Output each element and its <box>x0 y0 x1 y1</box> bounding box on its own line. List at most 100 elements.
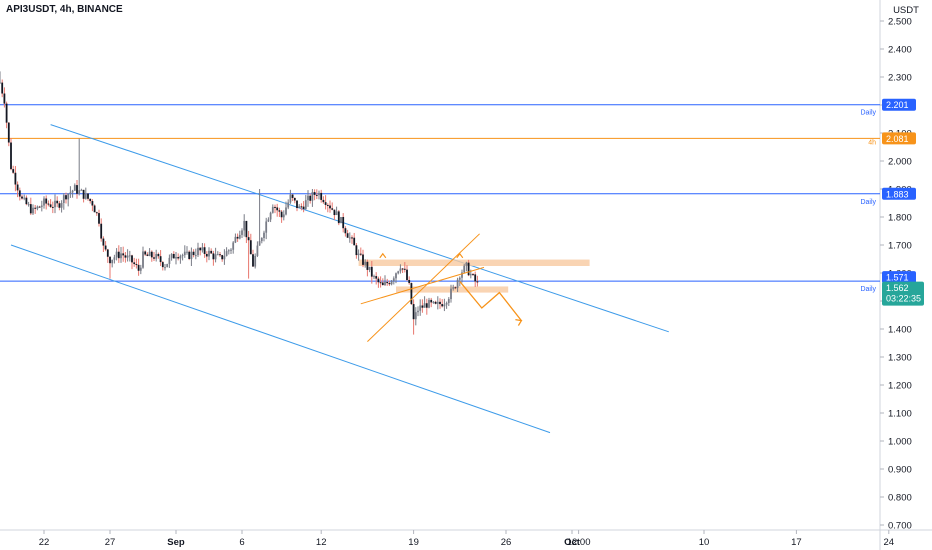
candle-body <box>225 251 228 256</box>
x-tick-label: 10 <box>699 537 710 548</box>
last-price-value: 1.562 <box>886 283 909 293</box>
candle-body <box>256 245 259 256</box>
candle-body <box>456 279 459 288</box>
candle-body <box>126 255 129 258</box>
candle-body <box>157 253 160 257</box>
candle-body <box>331 208 334 210</box>
candle-body <box>7 122 10 143</box>
candle-body <box>238 234 241 239</box>
y-tick-label: 2.400 <box>888 45 912 56</box>
candle-body <box>311 192 314 201</box>
candle-body <box>362 254 364 265</box>
candle-body <box>84 193 87 199</box>
candle-body <box>243 220 246 231</box>
candle-body <box>351 237 353 239</box>
candle-body <box>335 211 338 216</box>
candle-body <box>69 192 72 194</box>
candle-body <box>216 254 219 256</box>
candle-body <box>93 205 96 213</box>
candle-body <box>190 251 193 259</box>
last-price-badge <box>882 281 924 306</box>
candle-body <box>148 251 151 256</box>
candle-body <box>476 281 479 283</box>
candle-body <box>104 245 107 250</box>
x-tick-label: 6 <box>239 537 244 548</box>
candle-body <box>280 211 283 218</box>
wedge-line <box>360 266 485 305</box>
candle-body <box>410 283 413 305</box>
candle-body <box>38 206 41 208</box>
candle-body <box>249 240 252 255</box>
x-tick-label: 12 <box>316 537 327 548</box>
candle-body <box>203 247 206 254</box>
candle-body <box>428 299 430 308</box>
candle-body <box>179 255 182 259</box>
candle-body <box>188 251 191 259</box>
candle-body <box>304 200 307 210</box>
channel-line <box>10 244 551 434</box>
candle-body <box>271 206 274 213</box>
candle-body <box>109 256 111 264</box>
candle-body <box>12 169 15 173</box>
candle-body <box>89 198 92 202</box>
candle-body <box>425 303 428 308</box>
candle-body <box>36 206 39 209</box>
candle-body <box>54 200 56 208</box>
candle-body <box>78 190 81 194</box>
candle-body <box>106 249 109 257</box>
price-level-badge-text: 2.081 <box>886 134 909 144</box>
candle-body <box>232 242 235 250</box>
candle-body <box>386 281 389 284</box>
candle-body <box>359 253 362 255</box>
candle-body <box>3 93 6 104</box>
candle-body <box>419 305 422 311</box>
candle-body <box>265 221 268 233</box>
candle-body <box>199 247 202 251</box>
candle-body <box>465 262 468 266</box>
candle-body <box>102 238 105 246</box>
x-tick-label: Oct <box>564 537 581 548</box>
resistance-zone <box>358 259 590 266</box>
candle-body <box>472 274 474 276</box>
price-level-badge-text: 1.571 <box>886 273 909 283</box>
candle-body <box>263 232 265 238</box>
candle-body <box>384 281 386 286</box>
candle-body <box>401 268 404 270</box>
candle-body <box>370 266 373 277</box>
candle-body <box>368 266 371 270</box>
price-level-badge <box>882 98 916 111</box>
price-level-badge <box>882 132 916 145</box>
y-tick-label: 1.700 <box>888 241 912 252</box>
candle-body <box>82 189 85 199</box>
plot-area[interactable]: Daily 4h Daily Daily <box>0 71 880 434</box>
candle-body <box>227 250 230 252</box>
candle-body <box>430 299 433 303</box>
candle-body <box>267 219 270 222</box>
candle-body <box>247 237 250 241</box>
candle-body <box>212 253 215 260</box>
candle-body <box>285 207 287 215</box>
candle-body <box>10 142 12 170</box>
candle-body <box>414 312 417 320</box>
candle-body <box>18 190 21 197</box>
level-timeframe-label: Daily <box>860 199 876 206</box>
price-level-badge <box>882 271 916 284</box>
y-tick-label: 1.400 <box>888 325 912 336</box>
candle-body <box>289 194 292 203</box>
candle-body <box>208 250 210 257</box>
candle-body <box>375 276 378 279</box>
candle-body <box>139 267 142 271</box>
candle-body <box>115 251 118 258</box>
candle-body <box>377 278 380 283</box>
candle-body <box>254 255 257 267</box>
candle-body <box>392 278 395 282</box>
candle-body <box>45 198 48 204</box>
candle-body <box>168 257 171 265</box>
candle-body <box>373 276 375 278</box>
candle-body <box>463 265 466 273</box>
candle-body <box>276 207 279 211</box>
channel-line <box>50 124 669 333</box>
candle-body <box>219 254 221 256</box>
y-tick-label: 2.500 <box>888 17 912 28</box>
